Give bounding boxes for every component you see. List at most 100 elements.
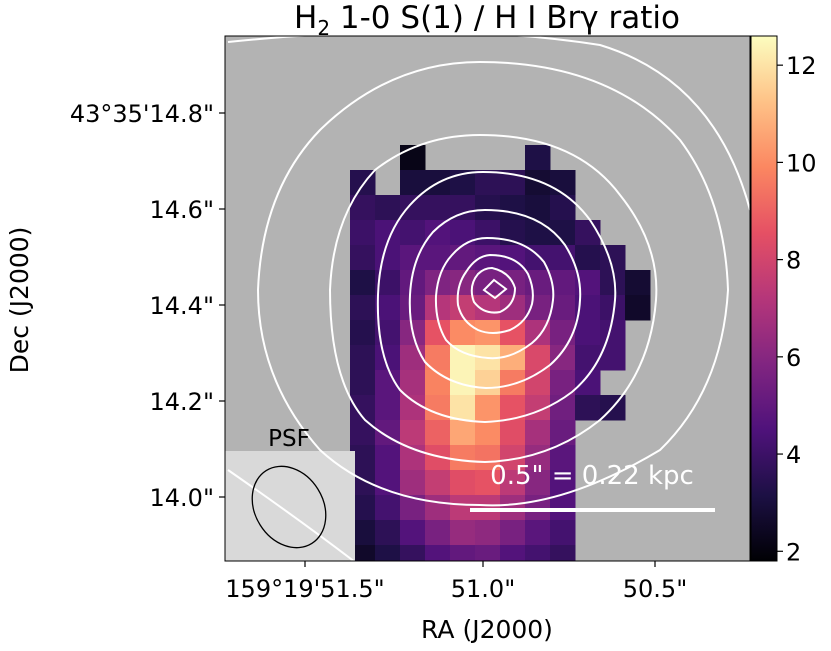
heatmap-pixel [375, 245, 401, 271]
scale-bar-label: 0.5" = 0.22 kpc [490, 461, 694, 491]
heatmap-pixel [400, 295, 426, 321]
heatmap-pixel [550, 320, 576, 346]
heatmap-pixel [475, 395, 501, 421]
heatmap-pixel [400, 545, 426, 561]
colorbar [750, 35, 778, 562]
heatmap-pixel [550, 270, 576, 296]
heatmap-pixel [475, 495, 501, 521]
heatmap-pixel [425, 570, 451, 596]
heatmap-pixel [425, 495, 451, 521]
heatmap-pixel [400, 170, 426, 196]
heatmap-pixel [550, 195, 576, 221]
heatmap-pixel [475, 520, 501, 546]
y-tick-label-1: 43°35'14.8" [70, 100, 214, 128]
heatmap-pixel [425, 245, 451, 271]
heatmap-pixel [575, 220, 601, 246]
heatmap-pixel [375, 295, 401, 321]
heatmap-pixel [425, 470, 451, 496]
heatmap-pixel [525, 570, 551, 596]
heatmap-pixel [400, 470, 426, 496]
heatmap-pixel [450, 520, 476, 546]
x-tick-label-3: 50.5" [623, 575, 687, 603]
heatmap-pixel [525, 270, 551, 296]
y-tick-label-3: 14.4" [150, 292, 214, 320]
heatmap-pixel [525, 345, 551, 371]
heatmap-pixel [350, 345, 376, 371]
heatmap-pixel [550, 370, 576, 396]
colorbar-tick-label: 6 [786, 344, 801, 372]
heatmap-pixel [475, 195, 501, 221]
heatmap-pixel [450, 245, 476, 271]
heatmap-pixel [550, 420, 576, 446]
heatmap-pixel [625, 270, 651, 296]
heatmap-pixel [475, 445, 501, 471]
heatmap-pixel [350, 220, 376, 246]
heatmap-pixel [425, 545, 451, 561]
heatmap-pixel [350, 370, 376, 396]
contour-outer-1 [227, 469, 356, 561]
contour-level-5 [434, 236, 555, 360]
heatmap-pixel [550, 170, 576, 196]
colorbar-tick-label: 12 [786, 52, 817, 80]
psf-box [225, 451, 355, 561]
colorbar-tick-label: 2 [786, 538, 801, 566]
heatmap-pixel [350, 295, 376, 321]
heatmap-pixel [500, 320, 526, 346]
heatmap-pixel [400, 395, 426, 421]
heatmap-pixel [500, 195, 526, 221]
heatmap-pixel [425, 195, 451, 221]
heatmap-pixel [525, 170, 551, 196]
heatmap-pixel [550, 295, 576, 321]
heatmap-pixel [400, 420, 426, 446]
heatmap-pixel [375, 395, 401, 421]
heatmap-pixel [425, 370, 451, 396]
heatmap-pixel [450, 420, 476, 446]
heatmap-pixel [450, 370, 476, 396]
y-axis-label: Dec (J2000) [5, 227, 34, 374]
heatmap-pixel [400, 195, 426, 221]
heatmap-pixel [475, 170, 501, 196]
heatmap-pixel [525, 545, 551, 561]
plot-frame [224, 35, 751, 562]
heatmap-pixel [500, 470, 526, 496]
heatmap-pixel [400, 145, 426, 171]
heatmap-pixel [500, 545, 526, 561]
heatmap-pixel [525, 420, 551, 446]
heatmap-pixels [325, 145, 651, 596]
heatmap-pixel [525, 445, 551, 471]
heatmap-pixel [425, 420, 451, 446]
y-tick-label-4: 14.2" [150, 388, 214, 416]
heatmap-pixel [425, 220, 451, 246]
y-tick-label-5: 14.0" [150, 484, 214, 512]
heatmap-pixel [375, 195, 401, 221]
contour-level-6 [456, 253, 534, 334]
colorbar-tick-label: 4 [786, 441, 801, 469]
heatmap-pixel [425, 520, 451, 546]
heatmap-pixel [350, 420, 376, 446]
heatmap-pixel [475, 420, 501, 446]
heatmap-pixel [375, 495, 401, 521]
heatmap-pixel [600, 320, 626, 346]
x-tick-label-1: 159°19'51.5" [225, 575, 384, 603]
heatmap-pixel [575, 370, 601, 396]
heatmap-pixel [375, 370, 401, 396]
colorbar-tick-label: 10 [786, 149, 817, 177]
contour-level-4 [408, 208, 582, 390]
heatmap-pixel [550, 520, 576, 546]
heatmap-pixel [500, 370, 526, 396]
heatmap-pixel [525, 145, 551, 171]
heatmap-pixel [550, 445, 576, 471]
heatmap-pixel [575, 245, 601, 271]
heatmap-pixel [525, 195, 551, 221]
heatmap-pixel [500, 495, 526, 521]
heatmap-pixel [525, 220, 551, 246]
heatmap-pixel [350, 320, 376, 346]
heatmap-pixel [375, 545, 401, 561]
chart-title: H2 1-0 S(1) / H I Brγ ratio [294, 0, 680, 40]
heatmap-pixel [450, 320, 476, 346]
x-tick-label-2: 51.0" [451, 575, 515, 603]
heatmap-pixel [475, 545, 501, 561]
heatmap-pixel [475, 370, 501, 396]
heatmap-pixel [350, 270, 376, 296]
